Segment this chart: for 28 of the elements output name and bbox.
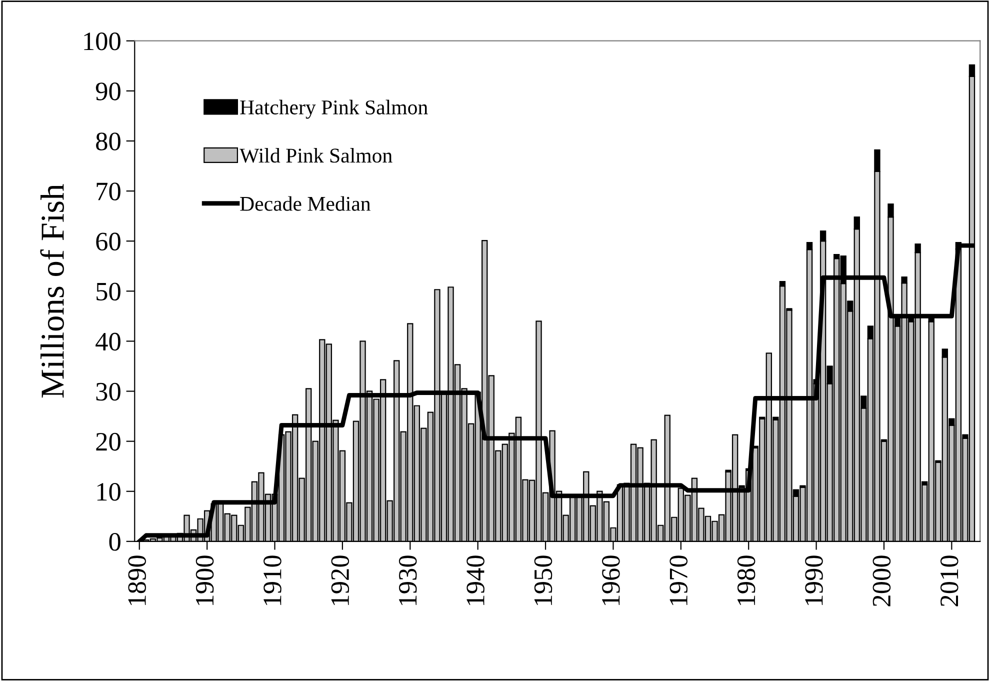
y-tick-label: 50: [96, 282, 120, 301]
x-tick-label: 1900: [196, 556, 214, 606]
y-tick-label: 30: [96, 382, 120, 401]
y-tick-label: 40: [96, 332, 120, 351]
legend-label: Hatchery Pink Salmon: [240, 100, 428, 119]
x-tick-label: 1940: [466, 556, 484, 606]
x-tick-label: 1910: [264, 556, 282, 606]
y-tick-label: 0: [109, 533, 120, 551]
x-tick-label: 2000: [872, 556, 891, 606]
legend-label: Decade Median: [240, 196, 371, 211]
y-tick-label: 10: [97, 482, 120, 501]
x-tick-label: 1990: [805, 556, 823, 606]
x-tick-label: 1890: [128, 556, 146, 606]
y-tick-label: 20: [96, 432, 120, 451]
y-axis-title: Millions of Fish: [40, 184, 64, 398]
legend-label: Wild Pink Salmon: [240, 148, 392, 163]
x-tick-label: 1930: [398, 556, 417, 606]
x-tick-label: 2010: [940, 556, 958, 606]
x-tick-label: 1920: [331, 556, 350, 606]
y-tick-label: 60: [96, 232, 120, 250]
y-tick-label: 80: [96, 132, 120, 150]
x-tick-label: 1950: [534, 556, 552, 606]
x-tick-label: 1980: [737, 556, 756, 606]
x-tick-label: 1970: [670, 556, 688, 606]
y-tick-label: 100: [84, 32, 120, 50]
x-tick-label: 1960: [602, 556, 620, 606]
y-tick-label: 90: [96, 82, 120, 100]
y-tick-label: 70: [96, 182, 120, 200]
